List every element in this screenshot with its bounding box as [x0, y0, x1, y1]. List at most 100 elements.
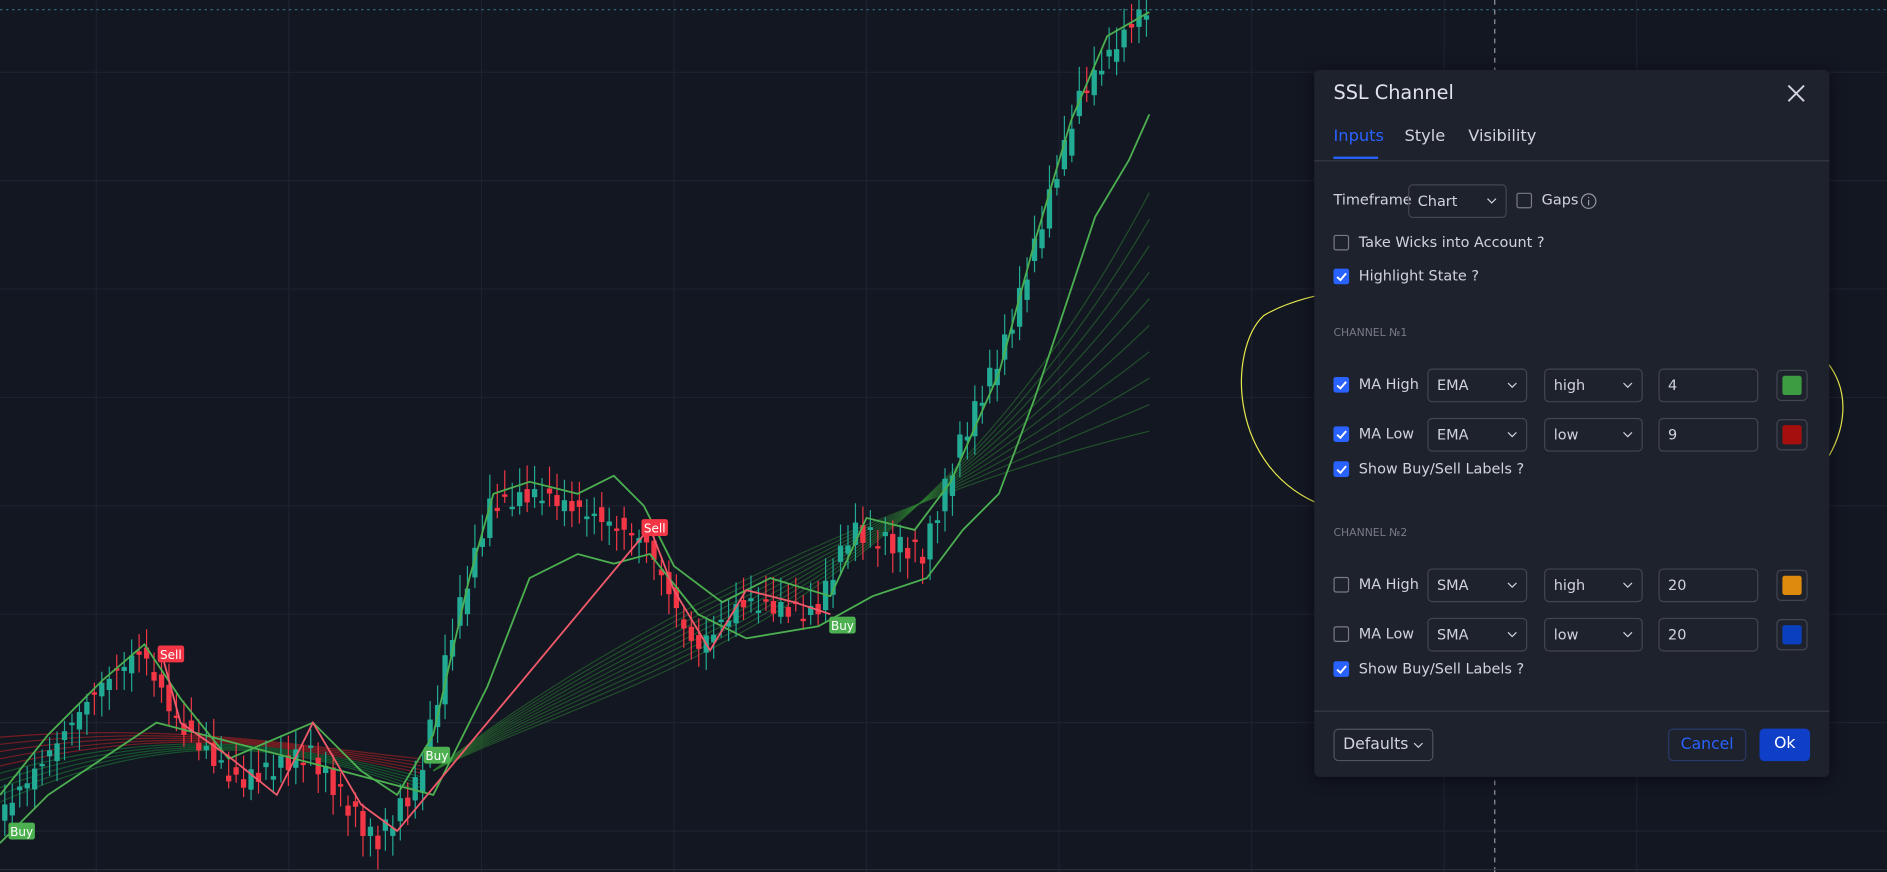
chevron	[1413, 742, 1423, 749]
tab[interactable]: Inputs	[1333, 126, 1385, 146]
checkbox[interactable]	[1333, 461, 1350, 477]
color-swatch[interactable]	[1776, 619, 1808, 651]
candle-body	[905, 547, 911, 559]
checkbox[interactable]	[1333, 426, 1350, 443]
candle-body	[688, 626, 694, 641]
candle-body	[143, 647, 150, 659]
select[interactable]: EMA	[1427, 368, 1528, 403]
fan-line	[432, 218, 1150, 772]
checkbox[interactable]	[1333, 234, 1350, 251]
checkbox[interactable]	[1333, 376, 1350, 393]
candle-body	[621, 517, 627, 530]
section-heading: CHANNEL №1	[1333, 327, 1408, 340]
color-swatch[interactable]	[1776, 419, 1808, 451]
color-swatch[interactable]	[1776, 369, 1808, 402]
info-icon[interactable]	[1580, 193, 1597, 210]
cancel-button[interactable]: Cancel	[1668, 728, 1747, 762]
check	[1336, 381, 1347, 390]
candle-body	[248, 769, 254, 790]
candle-body	[733, 604, 739, 624]
candle-body	[226, 775, 232, 782]
candle-body	[412, 777, 418, 801]
check	[1336, 430, 1347, 440]
candle-body	[957, 434, 963, 458]
select[interactable]: high	[1544, 568, 1643, 603]
candle-body	[487, 498, 493, 538]
candle-body	[360, 810, 366, 837]
candle-body	[696, 635, 702, 649]
select[interactable]: EMA	[1427, 417, 1528, 452]
candle-body	[800, 618, 806, 622]
select-value: EMA	[1436, 426, 1469, 444]
length-input[interactable]: 9	[1658, 417, 1759, 452]
candle-body	[681, 619, 687, 629]
candle-body	[397, 798, 403, 822]
chevron	[1507, 631, 1517, 638]
chevron	[1623, 431, 1633, 438]
length-input[interactable]: 20	[1658, 568, 1759, 603]
candle-body	[890, 533, 896, 554]
close-button[interactable]	[1787, 84, 1805, 102]
button-text: Defaults	[1343, 735, 1409, 754]
select[interactable]: SMA	[1427, 568, 1528, 603]
signal-label: Buy	[831, 619, 854, 633]
checkbox[interactable]	[1333, 268, 1350, 285]
candle-body	[352, 801, 359, 807]
candle-body	[1106, 49, 1112, 57]
candle-body	[606, 521, 612, 526]
candle-body	[531, 489, 538, 498]
candle-body	[32, 768, 38, 790]
candle-body	[69, 722, 75, 726]
candle-body	[9, 802, 15, 816]
ok-button[interactable]: Ok	[1759, 728, 1811, 762]
candle-body	[114, 668, 120, 671]
candle-body	[472, 547, 478, 578]
candle-body	[546, 488, 553, 494]
length-input[interactable]: 20	[1658, 617, 1759, 652]
candle-body	[1009, 329, 1015, 334]
color-swatch[interactable]	[1776, 569, 1808, 601]
checkbox[interactable]	[1516, 192, 1533, 209]
candle-body	[382, 819, 389, 831]
check	[1336, 465, 1347, 475]
fan-line	[0, 744, 422, 782]
signal-label: Sell	[160, 648, 182, 662]
candle-body	[285, 755, 292, 771]
fan-line	[0, 737, 422, 767]
candle-body	[54, 743, 60, 762]
candle-body	[1061, 139, 1068, 170]
candle-body	[427, 719, 433, 752]
select[interactable]: SMA	[1427, 617, 1528, 652]
chevron	[1507, 431, 1517, 438]
chevron	[1487, 198, 1497, 204]
signal-label: Buy	[425, 749, 448, 763]
length-input[interactable]: 4	[1658, 368, 1759, 403]
select-value: EMA	[1436, 376, 1469, 394]
candle-body	[1039, 229, 1045, 249]
candle-body	[1084, 90, 1090, 94]
candle-body	[1031, 238, 1038, 262]
select[interactable]: low	[1544, 617, 1643, 652]
select-value: low	[1553, 426, 1579, 444]
select[interactable]: high	[1544, 368, 1643, 403]
defaults-button[interactable]: Defaults	[1333, 728, 1434, 762]
fan-line	[432, 377, 1150, 772]
candle-body	[1024, 279, 1030, 300]
checkbox[interactable]	[1333, 661, 1350, 677]
candle-body	[76, 712, 83, 730]
checkbox[interactable]	[1333, 576, 1350, 593]
fan-line	[0, 749, 422, 803]
candle-body	[1143, 15, 1150, 20]
candle-body	[323, 765, 329, 774]
tab[interactable]: Visibility	[1468, 126, 1537, 146]
candle-body	[99, 682, 105, 697]
timeframe-select[interactable]: Chart	[1408, 184, 1507, 218]
row-label: MA Low	[1358, 625, 1415, 642]
tab[interactable]: Style	[1404, 126, 1446, 146]
select[interactable]: low	[1544, 417, 1643, 452]
checkbox[interactable]	[1333, 626, 1350, 642]
candle-body	[2, 804, 8, 821]
candle-body	[987, 367, 993, 387]
candle-body	[972, 401, 978, 437]
